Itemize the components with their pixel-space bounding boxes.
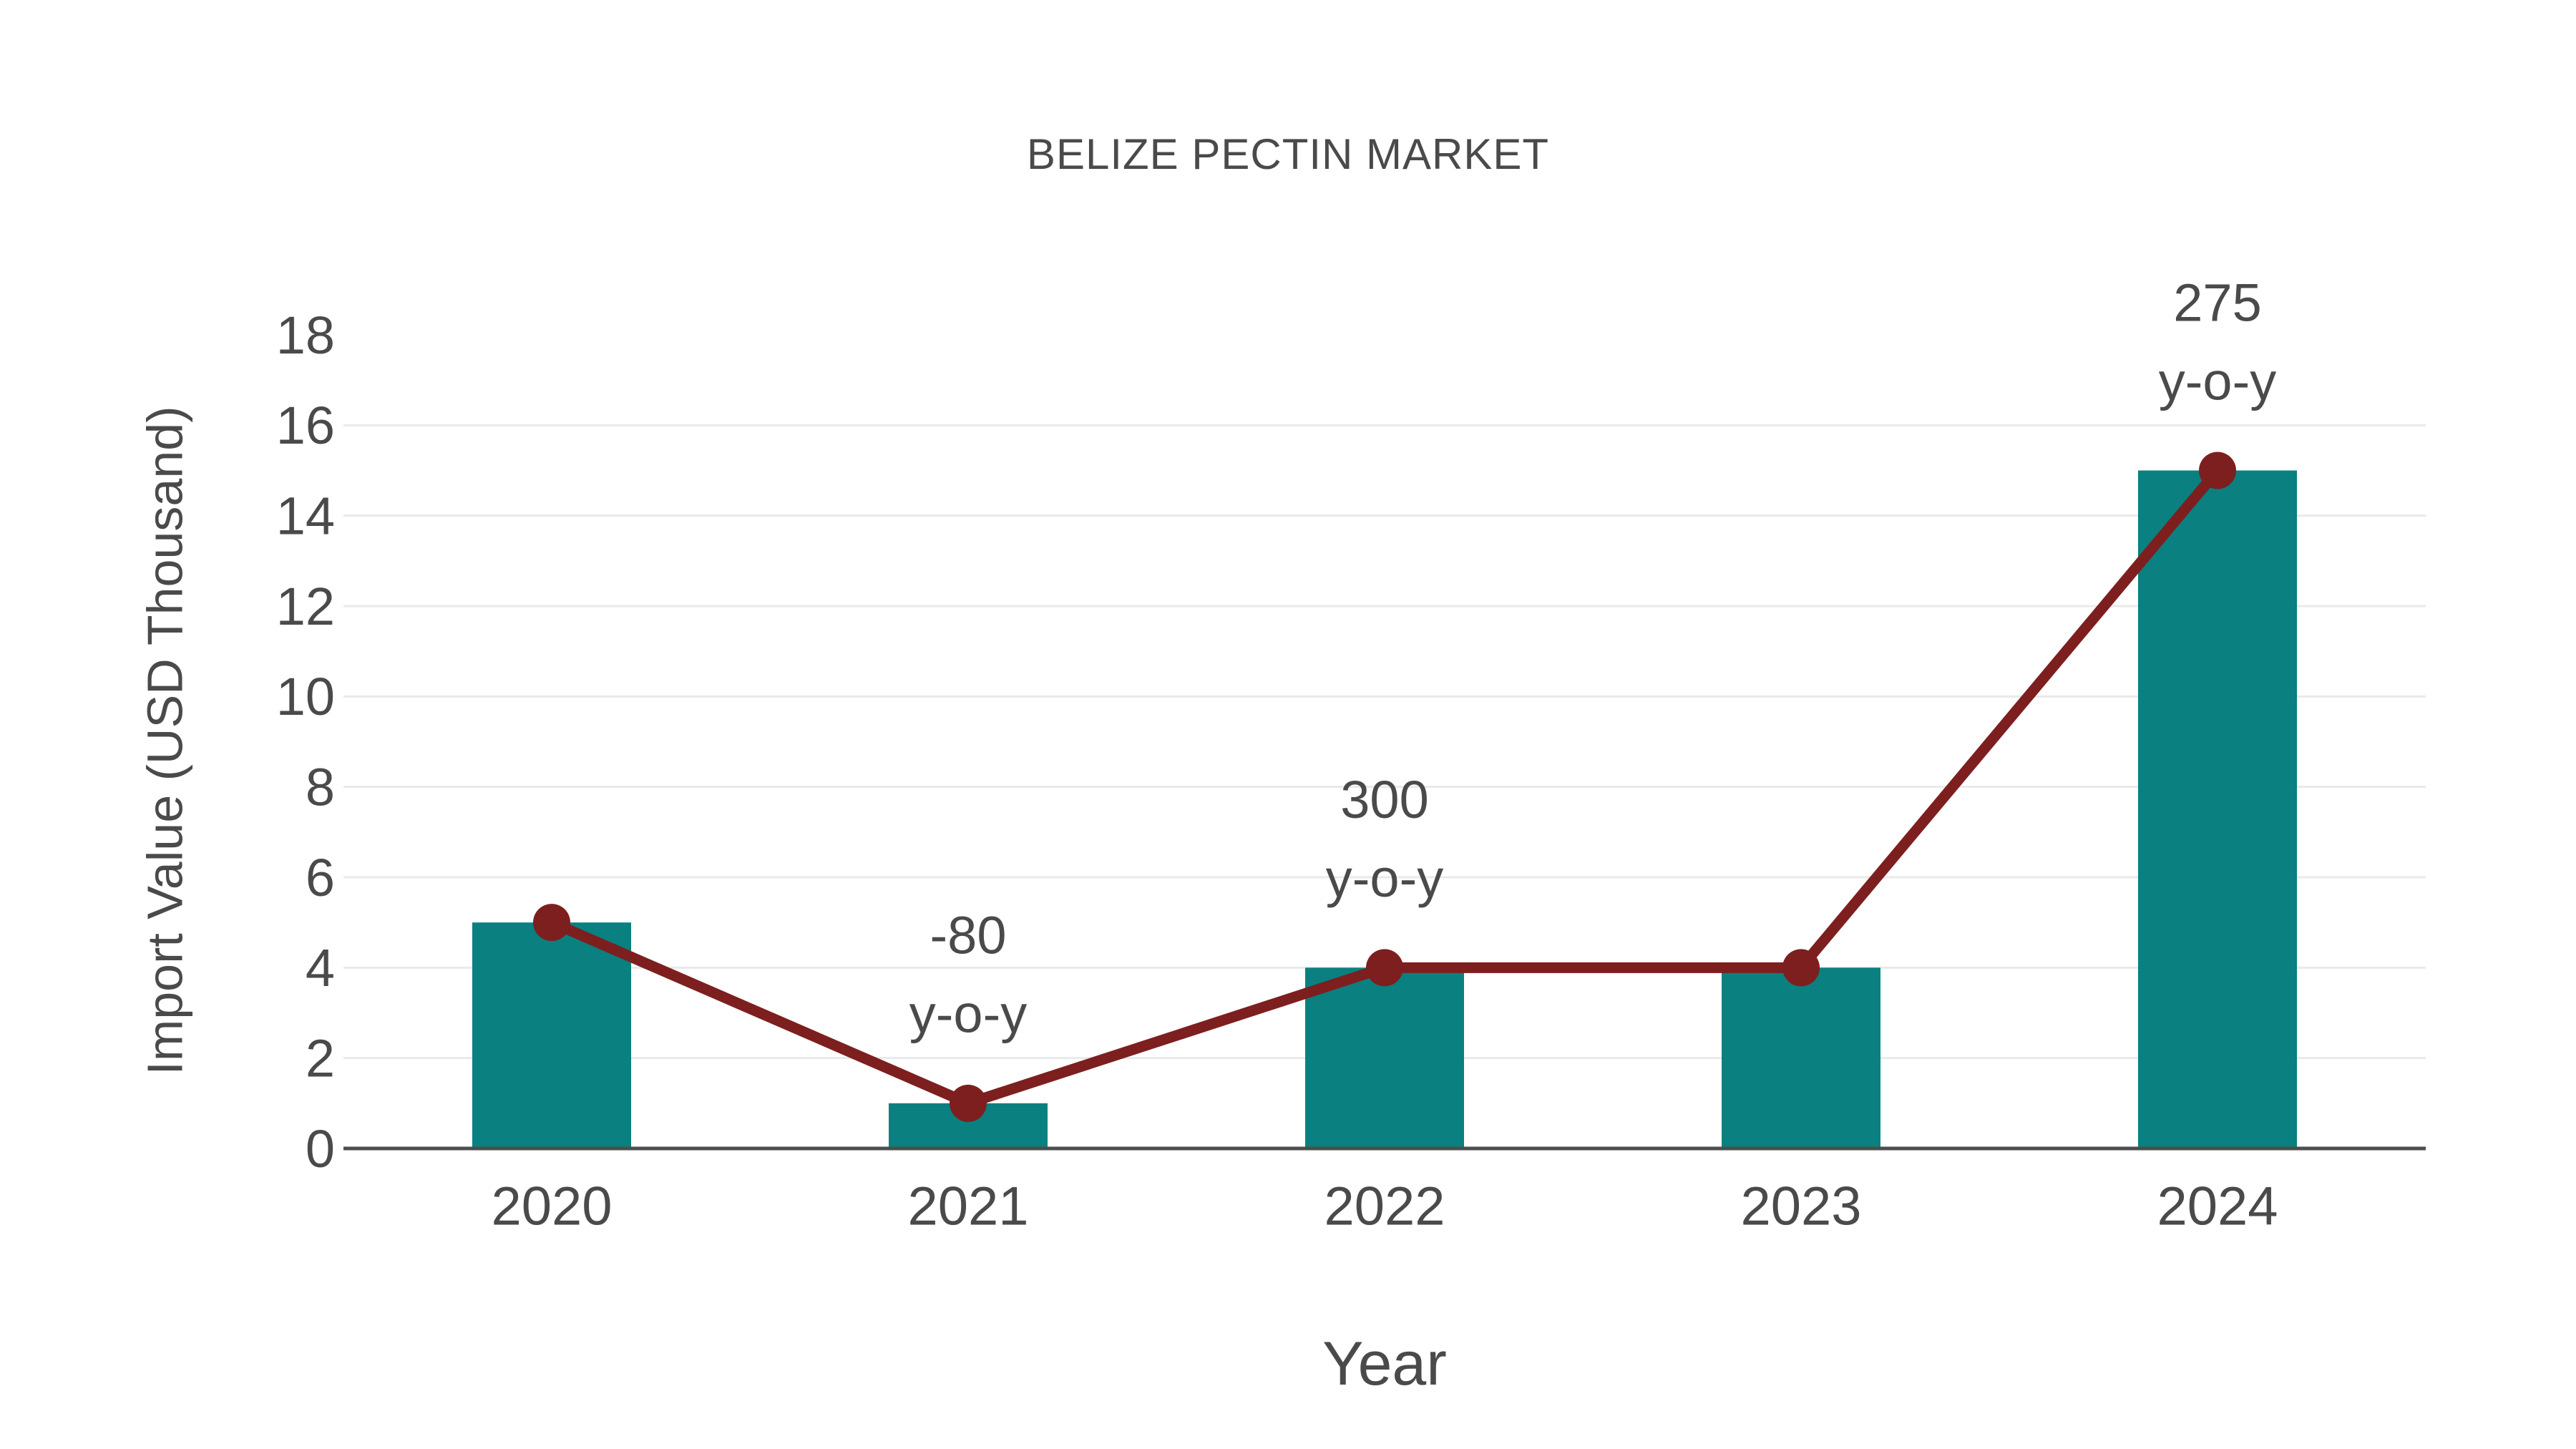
- x-axis-title: Year: [1322, 1330, 1447, 1398]
- gridlines: [343, 424, 2426, 1060]
- x-tick-label-2020: 2020: [491, 1176, 612, 1237]
- x-tick-label-2021: 2021: [907, 1176, 1028, 1237]
- y-tick-label: 0: [306, 1119, 335, 1179]
- x-tick-label-2023: 2023: [1740, 1176, 1861, 1237]
- annotation-2024-line2: y-o-y: [2159, 351, 2276, 411]
- y-tick-label: 18: [276, 306, 335, 365]
- marker-2020: [533, 904, 570, 942]
- y-tick-label: 6: [306, 848, 335, 907]
- y-tick-label: 14: [276, 487, 335, 546]
- bar-series: [472, 470, 2297, 1148]
- bar-2020: [472, 922, 631, 1148]
- marker-2024: [2199, 452, 2236, 489]
- annotation-2021-line2: y-o-y: [909, 985, 1027, 1044]
- line-markers: [533, 452, 2236, 1122]
- annotation-2022-line1: 300: [1340, 770, 1428, 829]
- annotation-2024-line1: 275: [2173, 273, 2261, 332]
- y-axis-title: Import Value (USD Thousand): [137, 406, 193, 1075]
- annotations: -80 y-o-y 300 y-o-y 275 y-o-y: [909, 273, 2276, 1043]
- x-tick-label-2022: 2022: [1324, 1176, 1445, 1237]
- marker-2022: [1366, 949, 1403, 987]
- bar-2024: [2138, 470, 2297, 1148]
- x-tick-label-2024: 2024: [2157, 1176, 2278, 1237]
- chart-title: BELIZE PECTIN MARKET: [1027, 130, 1549, 178]
- bar-2023: [1722, 967, 1880, 1148]
- annotation-2022-line2: y-o-y: [1326, 849, 1443, 908]
- bar-2022: [1305, 967, 1464, 1148]
- y-tick-label: 8: [306, 758, 335, 817]
- y-tick-label: 10: [276, 667, 335, 726]
- y-tick-label: 12: [276, 577, 335, 636]
- y-tick-label: 16: [276, 396, 335, 455]
- annotation-2021-line1: -80: [930, 906, 1007, 965]
- y-axis-tick-labels: 0 2 4 6 8 10 12 14 16 18: [276, 306, 335, 1179]
- y-tick-label: 2: [306, 1029, 335, 1088]
- marker-2021: [950, 1084, 987, 1122]
- marker-2023: [1782, 949, 1820, 987]
- x-axis-tick-labels: 2020 2021 2022 2023 2024: [491, 1176, 2278, 1237]
- y-tick-label: 4: [306, 938, 335, 997]
